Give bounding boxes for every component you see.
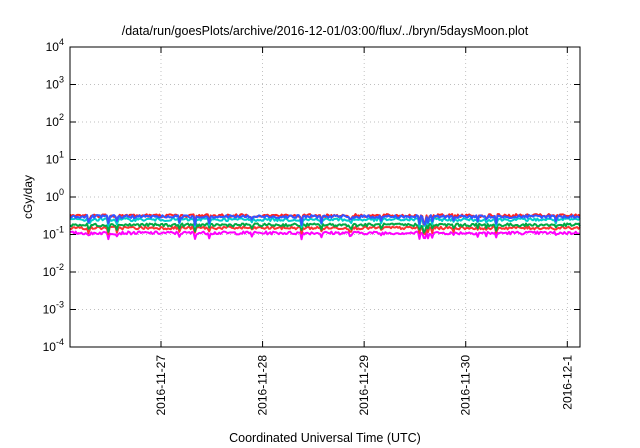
x-axis-label: Coordinated Universal Time (UTC) [229,431,421,445]
y-tick-label: 103 [46,75,64,92]
x-tick-label: 2016-11-27 [154,355,168,416]
y-tick-label: 10-2 [43,262,64,279]
y-tick-label: 100 [46,187,64,204]
y-tick-label-exponent: -2 [56,262,64,272]
y-tick-label-base: 10 [46,78,60,92]
ticks: 10410310210110010-110-210-310-42016-11-2… [43,37,580,416]
chart-title: /data/run/goesPlots/archive/2016-12-01/0… [122,24,529,38]
y-tick-label: 10-3 [43,300,64,317]
y-tick-label-exponent: -1 [56,225,64,235]
series-line [69,230,581,241]
x-tick-label: 2016-12-1 [560,355,574,410]
y-tick-label-exponent: -3 [56,300,64,310]
y-axis-label: cGy/day [21,175,35,219]
y-tick-label-base: 10 [46,153,60,167]
y-tick-label: 10-1 [43,225,64,242]
x-tick-label: 2016-11-28 [256,355,270,416]
y-tick-label: 10-4 [43,337,64,354]
series-group [69,213,581,241]
x-tick-label: 2016-11-30 [459,355,473,416]
grid [70,47,580,347]
y-tick-label: 104 [46,37,64,54]
y-tick-label-exponent: 2 [59,112,64,122]
y-tick-label-exponent: 3 [59,75,64,85]
y-tick-label-base: 10 [43,265,57,279]
y-tick-label-exponent: 4 [59,37,64,47]
y-tick-label-base: 10 [43,340,57,354]
y-tick-label: 101 [46,150,64,167]
y-tick-label-base: 10 [43,228,57,242]
y-tick-label-base: 10 [46,115,60,129]
x-tick-label: 2016-11-29 [357,355,371,416]
y-tick-label-base: 10 [46,40,60,54]
series-line [69,222,581,234]
y-tick-label: 102 [46,112,64,129]
y-tick-label-exponent: -4 [56,337,64,347]
series-line [69,214,581,226]
y-tick-label-exponent: 1 [59,150,64,160]
y-tick-label-base: 10 [43,303,57,317]
y-tick-label-base: 10 [46,190,60,204]
y-tick-label-exponent: 0 [59,187,64,197]
